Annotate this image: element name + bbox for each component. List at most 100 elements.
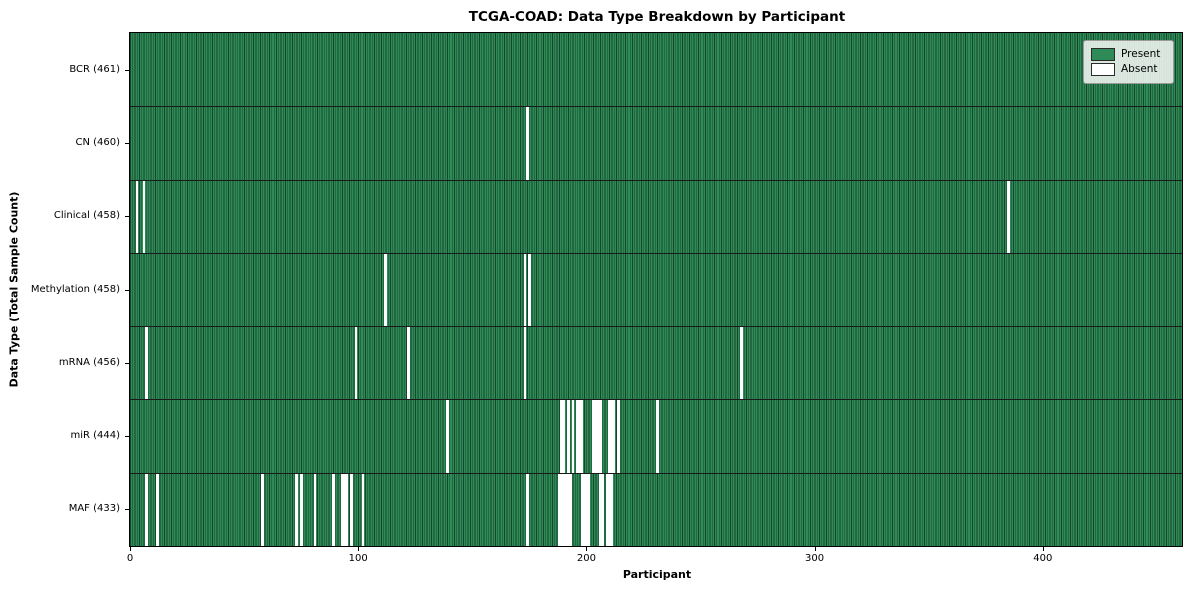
absent-mark [587, 472, 591, 546]
absent-mark [740, 326, 744, 400]
y-tick-label-bcr: BCR (461) [69, 63, 120, 75]
legend-present-swatch-icon [1091, 48, 1115, 61]
y-tick-mark [125, 69, 129, 71]
y-tick-mark [125, 289, 129, 291]
x-tick-label-200: 200 [576, 553, 596, 564]
x-tick-label-0: 0 [126, 553, 134, 564]
absent-mark [608, 399, 611, 473]
x-axis-label: Participant [622, 568, 692, 581]
row-separator [130, 326, 1182, 328]
x-tick-mark [814, 547, 816, 551]
x-tick-mark [130, 547, 131, 551]
absent-mark [354, 326, 358, 400]
plot-area [129, 32, 1183, 547]
absent-mark [617, 399, 620, 473]
absent-mark [578, 399, 582, 473]
absent-mark [525, 106, 529, 180]
absent-mark [295, 472, 299, 546]
y-tick-mark [125, 142, 129, 144]
y-tick-label-maf: MAF (433) [68, 503, 120, 515]
row-cn [130, 106, 1182, 180]
row-mrna [130, 326, 1182, 400]
row-separator [130, 252, 1182, 254]
absent-mark [594, 399, 598, 473]
y-tick-mark [125, 509, 129, 511]
legend-entry-present: Present [1091, 48, 1166, 61]
absent-mark [142, 179, 146, 253]
absent-mark [585, 472, 588, 546]
absent-mark [144, 472, 148, 546]
row-bcr [130, 33, 1182, 107]
absent-mark [407, 326, 410, 400]
legend-absent-label: Absent [1121, 63, 1158, 75]
absent-mark [523, 252, 527, 327]
absent-mark [596, 399, 600, 473]
absent-mark [592, 399, 595, 473]
absent-mark [384, 252, 388, 327]
absent-mark [612, 399, 616, 473]
row-separator [130, 106, 1182, 108]
absent-mark [1007, 179, 1011, 253]
x-tick-label-400: 400 [1033, 553, 1053, 564]
absent-mark [560, 399, 563, 473]
legend-present-label: Present [1121, 48, 1161, 60]
y-tick-label-cn: CN (460) [75, 136, 120, 148]
absent-mark [523, 326, 527, 400]
absent-mark [567, 472, 570, 546]
row-separator [130, 472, 1182, 474]
y-tick-label-clinical: Clinical (458) [53, 210, 120, 222]
legend-absent-swatch-icon [1091, 63, 1115, 76]
absent-mark [525, 472, 529, 546]
y-tick-mark [125, 436, 129, 438]
absent-mark [300, 472, 303, 546]
absent-mark [135, 179, 139, 253]
absent-mark [560, 472, 563, 546]
absent-mark [582, 472, 586, 546]
absent-mark [331, 472, 335, 546]
absent-mark [580, 472, 584, 546]
absent-mark [656, 399, 659, 473]
absent-mark [601, 472, 604, 546]
y-tick-label-methylation: Methylation (458) [30, 283, 120, 295]
x-tick-mark [1042, 547, 1044, 551]
absent-mark [557, 472, 561, 546]
absent-mark [567, 399, 570, 473]
absent-mark [605, 472, 609, 546]
legend: Present Absent [1083, 40, 1174, 84]
absent-mark [564, 472, 568, 546]
row-separator [130, 399, 1182, 401]
absent-mark [598, 399, 602, 473]
y-tick-label-mir: miR (444) [70, 430, 120, 442]
absent-mark [261, 472, 264, 546]
y-tick-mark [125, 216, 129, 218]
y-tick-label-mrna: mRNA (456) [58, 356, 120, 368]
legend-entry-absent: Absent [1091, 63, 1166, 76]
row-maf [130, 472, 1182, 546]
absent-mark [350, 472, 353, 546]
absent-mark [562, 472, 566, 546]
row-clinical [130, 179, 1182, 253]
absent-mark [580, 399, 584, 473]
absent-mark [598, 472, 602, 546]
absent-mark [345, 472, 349, 546]
absent-mark [576, 399, 579, 473]
absent-mark [571, 399, 575, 473]
absent-mark [144, 326, 148, 400]
absent-mark [569, 472, 572, 546]
x-tick-label-300: 300 [805, 553, 825, 564]
row-mir [130, 399, 1182, 473]
absent-mark [608, 472, 611, 546]
row-separator [130, 179, 1182, 181]
absent-mark [313, 472, 317, 546]
absent-mark [528, 252, 531, 327]
y-tick-mark [125, 362, 129, 364]
x-tick-mark [586, 547, 588, 551]
absent-mark [341, 472, 344, 546]
row-methylation [130, 252, 1182, 327]
absent-mark [156, 472, 159, 546]
x-tick-mark [358, 547, 360, 551]
chart-title: TCGA-COAD: Data Type Breakdown by Partic… [468, 9, 846, 25]
absent-mark [610, 472, 614, 546]
absent-mark [562, 399, 566, 473]
absent-mark [343, 472, 347, 546]
